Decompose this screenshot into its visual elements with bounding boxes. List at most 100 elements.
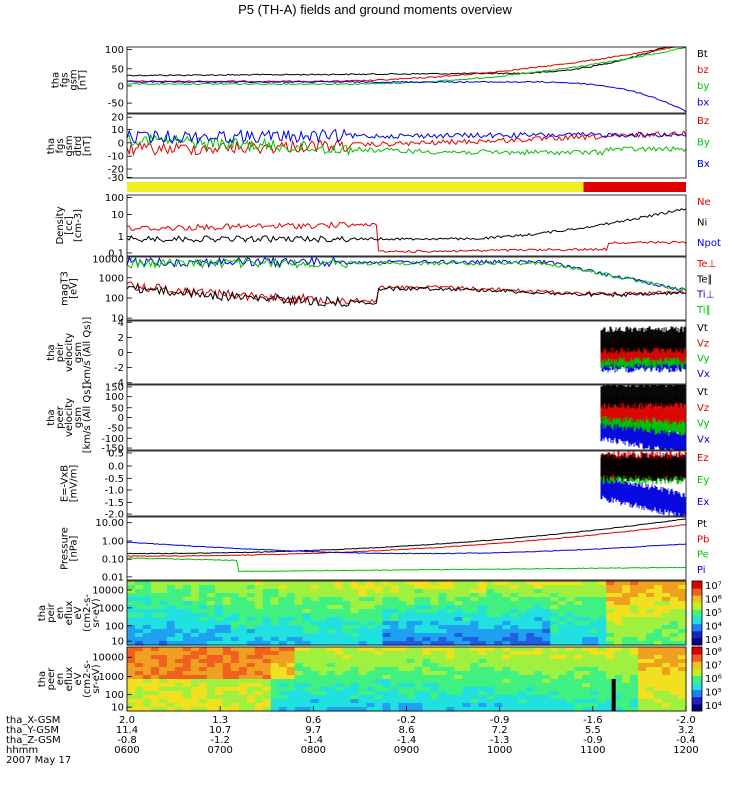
y-axis-label: (cm2-s- [82, 594, 93, 632]
spectrogram-cell [198, 699, 208, 704]
spectrogram-cell [518, 593, 527, 598]
spectrogram-cell [630, 659, 639, 664]
spectrogram-cell [662, 625, 671, 630]
spectrogram-cell [486, 629, 495, 634]
spectrogram-cell [494, 703, 503, 708]
spectrogram-cell [566, 637, 575, 642]
spectrogram-cell [374, 647, 384, 652]
spectrogram-cell [470, 593, 479, 598]
spectrogram-cell [318, 691, 328, 696]
spectrogram-cell [238, 667, 248, 672]
spectrogram-cell [358, 651, 368, 656]
y-tick-label: 0.0 [108, 461, 124, 472]
spectrogram-cell [278, 687, 288, 692]
spectrogram-cell [326, 691, 336, 696]
spectrogram-cell [582, 613, 591, 618]
spectrogram-cell [478, 637, 487, 642]
spectrogram-cell [414, 593, 424, 598]
spectrogram-cell [558, 699, 567, 704]
colorbar-segment [692, 581, 702, 589]
spectrogram-cell [598, 617, 607, 622]
spectrogram-cell [398, 585, 408, 590]
spectrogram-cell [558, 695, 567, 700]
spectrogram-cell [678, 625, 687, 630]
colorbar-segment [692, 675, 702, 684]
spectrogram-cell [134, 683, 144, 688]
spectrogram-cell [662, 647, 671, 652]
spectrogram-cell [550, 679, 559, 684]
spectrogram-cell [574, 675, 583, 680]
spectrogram-cell [534, 707, 543, 712]
spectrogram-cell [190, 605, 200, 610]
spectrogram-cell [590, 663, 599, 668]
spectrogram-cell [438, 695, 448, 700]
spectrogram-cell [542, 641, 551, 646]
spectrogram-cell [310, 695, 320, 700]
legend-Te⊥: Te⊥ [696, 259, 716, 270]
spectrogram-cell [398, 647, 408, 652]
spectrogram-cell [414, 659, 424, 664]
spectrogram-cell [406, 609, 416, 614]
spectrogram-cell [486, 613, 495, 618]
spectrogram-cell [294, 687, 304, 692]
spectrogram-cell [350, 637, 360, 642]
spectrogram-cell [630, 667, 639, 672]
spectrogram-cell [302, 655, 312, 660]
spectrogram-cell [222, 675, 232, 680]
spectrogram-cell [510, 609, 519, 614]
spectrogram-cell [550, 581, 559, 586]
spectrogram-cell [534, 667, 543, 672]
spectrogram-cell [630, 597, 639, 602]
spectrogram-cell [182, 641, 192, 646]
spectrogram-cell [127, 683, 136, 688]
spectrogram-cell [318, 581, 328, 586]
spectrogram-cell [438, 625, 448, 630]
y-tick-label: -0.5 [104, 474, 124, 485]
spectrogram-cell [614, 647, 623, 652]
spectrogram-cell [542, 633, 551, 638]
spectrogram-cell [462, 613, 471, 618]
spectrogram-cell [502, 651, 511, 656]
spectrogram-cell [190, 617, 200, 622]
spectrogram-cell [454, 605, 463, 610]
spectrogram-cell [286, 647, 296, 652]
spectrogram-cell [270, 581, 280, 586]
spectrogram-cell [454, 699, 463, 704]
spectrogram-cell [606, 671, 615, 676]
spectrogram-cell [127, 633, 136, 638]
spectrogram-cell [350, 629, 360, 634]
spectrogram-cell [358, 675, 368, 680]
x-tick-label: -1.3 [490, 735, 510, 746]
spectrogram-cell [630, 637, 639, 642]
spectrogram-cell [526, 675, 535, 680]
spectrogram-cell [350, 585, 360, 590]
spectrogram-cell [214, 663, 224, 668]
spectrogram-cell [638, 703, 647, 708]
spectrogram-cell [326, 585, 336, 590]
spectrogram-cell [598, 699, 607, 704]
spectrogram-cell [230, 651, 240, 656]
spectrogram-cell [254, 641, 264, 646]
spectrogram-cell [518, 609, 527, 614]
spectrogram-cell [286, 629, 296, 634]
spectrogram-cell [462, 671, 471, 676]
spectrogram-cell [127, 581, 136, 586]
spectrogram-cell [438, 585, 448, 590]
spectrogram-cell [654, 617, 663, 622]
spectrogram-cell [422, 687, 432, 692]
spectrogram-cell [534, 593, 543, 598]
spectrogram-cell [278, 667, 288, 672]
spectrogram-cell [134, 621, 144, 626]
y-tick-label: 1.00 [102, 536, 124, 547]
spectrogram-cell [670, 617, 679, 622]
spectrogram-cell [454, 589, 463, 594]
spectrogram-cell [302, 683, 312, 688]
spectrogram-cell [206, 637, 216, 642]
spectrogram-cell [238, 621, 248, 626]
spectrogram-cell [558, 659, 567, 664]
spectrogram-cell [286, 617, 296, 622]
spectrogram-cell [670, 671, 679, 676]
spectrogram-cell [190, 647, 200, 652]
spectrogram-cell [654, 641, 663, 646]
